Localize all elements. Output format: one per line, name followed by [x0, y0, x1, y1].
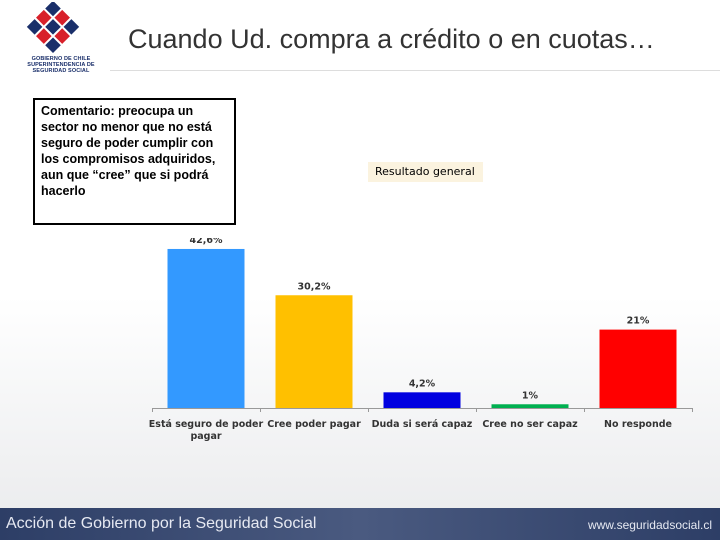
category-label: Duda si será capaz — [372, 419, 473, 430]
bar — [275, 295, 353, 408]
logo-text: GOBIERNO DE CHILE SUPERINTENDENCIA DE SE… — [18, 56, 104, 74]
logo-line: GOBIERNO DE CHILE — [31, 56, 91, 62]
logo-line: SUPERINTENDENCIA DE — [27, 62, 95, 68]
result-label: Resultado general — [368, 162, 483, 182]
category-label: Cree no ser capaz — [482, 419, 578, 430]
footer-url[interactable]: www.seguridadsocial.cl — [587, 518, 712, 532]
comment-box: Comentario: preocupa un sector no menor … — [33, 98, 236, 225]
bar — [383, 392, 461, 408]
data-label: 21% — [627, 316, 650, 327]
data-label: 4,2% — [409, 378, 436, 389]
logo-star-icon — [26, 0, 80, 54]
category-label: No responde — [604, 419, 672, 430]
page-title: Cuando Ud. compra a crédito o en cuotas… — [128, 24, 655, 54]
logo: GOBIERNO DE CHILE SUPERINTENDENCIA DE SE… — [8, 0, 98, 80]
category-label: Está seguro de poder — [149, 419, 264, 430]
category-label: Cree poder pagar — [267, 419, 361, 430]
bar — [491, 404, 569, 408]
data-label: 30,2% — [298, 281, 331, 292]
logo-line: SEGURIDAD SOCIAL — [32, 68, 90, 74]
data-label: 42,6% — [190, 238, 223, 246]
footer: Acción de Gobierno por la Seguridad Soci… — [0, 508, 720, 540]
data-label: 1% — [522, 390, 539, 401]
category-label: pagar — [190, 431, 221, 442]
bar — [599, 329, 677, 408]
footer-slogan: Acción de Gobierno por la Seguridad Soci… — [6, 515, 317, 532]
title-divider — [110, 70, 720, 71]
bar — [167, 248, 245, 408]
